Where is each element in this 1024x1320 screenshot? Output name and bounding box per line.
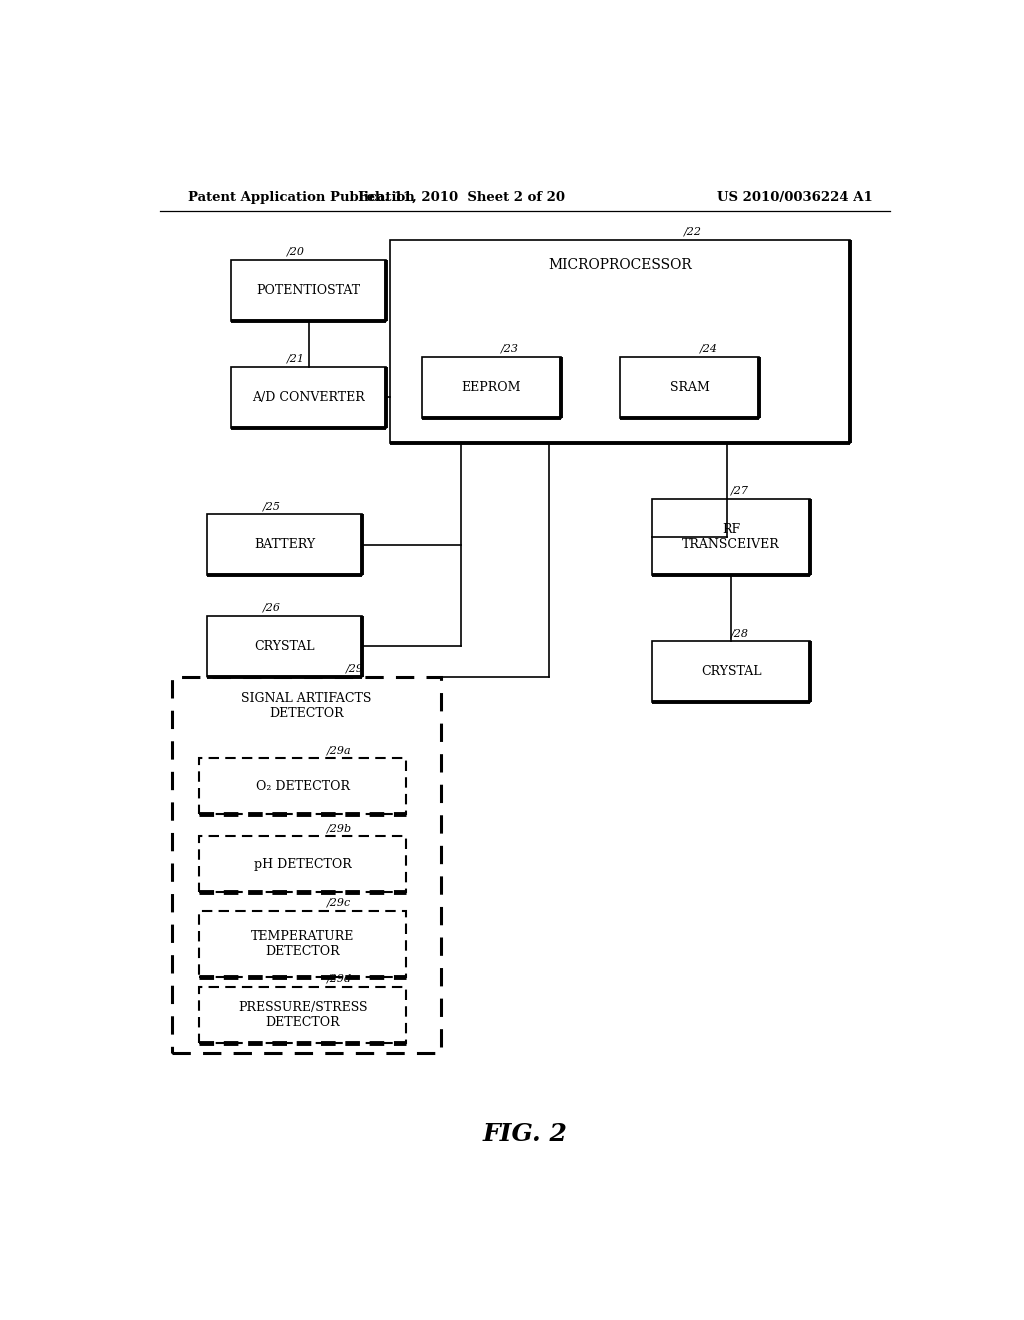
Text: RF
TRANSCEIVER: RF TRANSCEIVER (682, 523, 780, 550)
Text: pH DETECTOR: pH DETECTOR (254, 858, 351, 871)
Bar (231, 260, 386, 321)
Bar (390, 240, 850, 444)
Text: /29a: /29a (327, 744, 351, 755)
Text: MICROPROCESSOR: MICROPROCESSOR (548, 257, 692, 272)
Text: O₂ DETECTOR: O₂ DETECTOR (256, 780, 349, 792)
Text: /29d: /29d (327, 974, 351, 983)
Text: /29c: /29c (327, 898, 350, 907)
Text: CRYSTAL: CRYSTAL (700, 665, 762, 678)
Text: /25: /25 (263, 502, 281, 511)
Text: PRESSURE/STRESS
DETECTOR: PRESSURE/STRESS DETECTOR (238, 1001, 368, 1028)
Bar (231, 367, 386, 428)
Text: Feb. 11, 2010  Sheet 2 of 20: Feb. 11, 2010 Sheet 2 of 20 (357, 190, 565, 203)
Bar (422, 356, 560, 417)
Text: SRAM: SRAM (670, 380, 710, 393)
Text: POTENTIOSTAT: POTENTIOSTAT (256, 284, 360, 297)
Text: TEMPERATURE
DETECTOR: TEMPERATURE DETECTOR (251, 929, 354, 957)
Text: CRYSTAL: CRYSTAL (255, 640, 315, 653)
Text: BATTERY: BATTERY (254, 539, 315, 552)
Bar (207, 515, 362, 576)
Text: /21: /21 (287, 354, 305, 364)
Text: /29: /29 (346, 664, 365, 673)
Text: /27: /27 (731, 486, 750, 496)
Text: US 2010/0036224 A1: US 2010/0036224 A1 (717, 190, 872, 203)
Text: /23: /23 (501, 343, 519, 354)
Bar (200, 837, 406, 892)
Bar (652, 642, 811, 702)
Text: /20: /20 (287, 247, 305, 257)
Bar (620, 356, 759, 417)
Text: FIG. 2: FIG. 2 (482, 1122, 567, 1146)
Text: SIGNAL ARTIFACTS
DETECTOR: SIGNAL ARTIFACTS DETECTOR (242, 692, 372, 719)
Text: /24: /24 (699, 343, 718, 354)
Text: /28: /28 (731, 628, 750, 638)
Text: A/D CONVERTER: A/D CONVERTER (252, 391, 365, 404)
Bar (200, 758, 406, 814)
Text: /26: /26 (263, 603, 281, 612)
Bar (652, 499, 811, 576)
Bar (172, 677, 441, 1053)
Bar (200, 911, 406, 977)
Bar (200, 987, 406, 1043)
Text: /29b: /29b (327, 824, 351, 833)
Text: EEPROM: EEPROM (462, 380, 521, 393)
Text: Patent Application Publication: Patent Application Publication (187, 190, 415, 203)
Text: /22: /22 (684, 227, 701, 236)
Bar (207, 615, 362, 677)
